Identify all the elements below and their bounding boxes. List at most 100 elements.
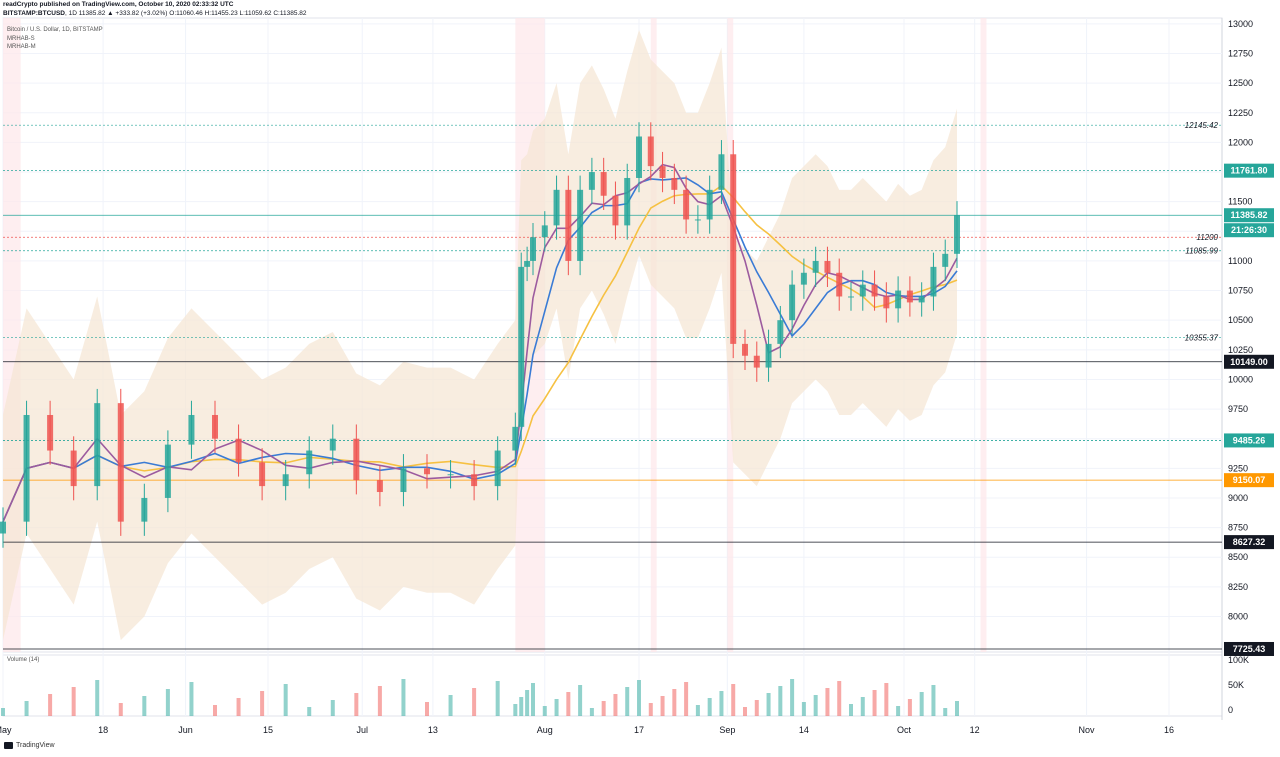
volume-bar [189,682,194,716]
x-tick-label: Aug [537,725,553,735]
volume-bar [142,696,147,716]
volume-bar [213,705,217,716]
candle-body [541,225,548,238]
indicator-mrhab-s[interactable]: MRHAB-S [7,36,35,42]
volume-bar [589,708,594,716]
candle-body [753,355,760,368]
candle-body [282,474,289,487]
volume-bar [24,701,29,716]
y-tick-label: 10250 [1228,345,1253,355]
volume-bar [884,683,889,716]
volume-bar [495,681,500,716]
volume-bar [931,685,936,716]
price-axis-tag-label: 7725.43 [1233,644,1266,654]
y-tick-label: 8500 [1228,552,1248,562]
volume-bar [613,694,618,716]
volume-bar [943,708,948,716]
volume-bar [684,682,689,716]
candle-body [47,414,54,451]
y-tick-label: 10000 [1228,374,1253,384]
volume-bar [118,703,123,716]
x-tick-label: Nov [1079,725,1096,735]
candle-body [524,260,531,267]
y-tick-label: 12500 [1228,78,1253,88]
volume-bar [519,697,524,716]
x-tick-label: Jul [356,725,368,735]
volume-bar [525,690,530,716]
candle-body [730,154,737,344]
tradingview-logo[interactable]: TradingView [4,742,55,749]
volume-bar [236,698,241,716]
volume-bar [283,684,288,716]
candle-body [954,215,960,254]
volume-bar [354,693,359,716]
x-tick-label: Jun [178,725,193,735]
candle-body [494,450,501,487]
candle-body [553,189,560,226]
volume-label: Volume (14) [7,657,40,663]
candle-body [706,189,713,220]
x-tick-label: 13 [428,725,438,735]
candle-body [647,136,654,167]
candle-body [942,253,949,267]
volume-bar [307,707,312,716]
volume-bar [330,700,335,716]
countdown-label: 21:26:30 [1231,225,1267,235]
volume-bar [743,707,747,716]
volume-bar [377,686,382,716]
volume-tick-label: 50K [1228,680,1244,690]
volume-bar [1,708,5,716]
candle-body [306,450,313,475]
candle-body [765,343,772,368]
x-tick-label: 17 [634,725,644,735]
candle-body [94,403,101,487]
x-tick-label: 18 [98,725,108,735]
y-tick-label: 10500 [1228,315,1253,325]
volume-bar [71,687,76,716]
volume-bar [165,689,170,716]
countdown-tag [1224,223,1274,238]
volume-bar [660,696,665,716]
candle-body [918,296,925,303]
price-axis-tag [1224,354,1274,369]
volume-bar [849,704,853,716]
indicator-mrhab-m[interactable]: MRHAB-M [7,44,36,50]
price-axis-tag [1224,641,1274,656]
price-axis-tag [1224,163,1274,178]
candle-body [530,237,536,261]
price-axis-tag-label: 10149.00 [1230,357,1268,367]
volume-bar [955,701,959,716]
volume-tick-label: 100K [1228,655,1249,665]
level-note: 11200 [1196,233,1218,242]
candle-body [612,195,619,226]
y-tick-label: 8250 [1228,582,1248,592]
volume-bar [637,680,641,716]
candle-body [859,284,866,297]
candle-body [636,136,642,178]
candle-body [600,172,607,196]
volume-bar [672,689,677,716]
volume-bar [601,701,606,716]
candle-body [694,219,701,221]
candle-body [906,290,913,303]
candle-body [895,290,902,309]
candle-body [742,343,748,356]
volume-bar [919,692,924,716]
level-note: 10355.37 [1185,333,1219,342]
volume-bar [813,695,818,716]
candle-body [718,154,725,190]
y-tick-label: 9750 [1228,404,1248,414]
candle-body [824,260,831,273]
volume-bar [554,699,559,716]
volume-bar [860,697,865,716]
y-tick-label: 11500 [1228,197,1252,207]
volume-bar [907,699,912,716]
candle-body [424,468,430,475]
volume-bar [837,681,842,716]
volume-bar [825,688,830,716]
volume-bar [513,704,518,716]
candle-body [259,462,266,487]
volume-bar [648,703,653,716]
candle-body [353,438,360,481]
